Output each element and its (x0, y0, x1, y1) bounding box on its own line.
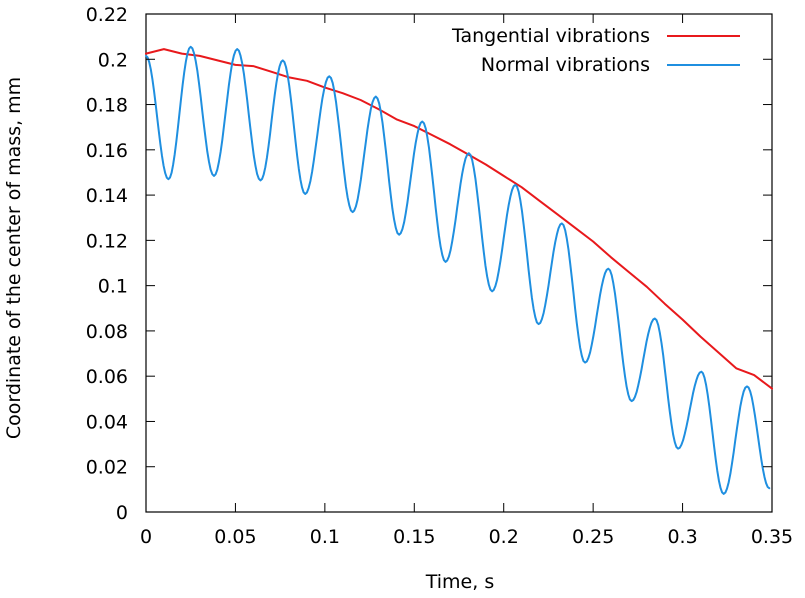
y-tick-label: 0 (116, 502, 128, 524)
x-tick-label: 0.25 (572, 526, 614, 548)
x-tick-label: 0.3 (667, 526, 697, 548)
y-tick-label: 0.12 (86, 230, 128, 252)
legend-label: Normal vibrations (481, 54, 650, 76)
y-axis-label: Coordinate of the center of mass, mm (3, 77, 25, 439)
y-tick-label: 0.16 (86, 140, 128, 162)
y-tick-label: 0.04 (86, 411, 128, 433)
plot-frame (145, 13, 773, 513)
x-tick-label: 0.05 (214, 526, 256, 548)
plot-area (145, 13, 773, 513)
x-tick-label: 0.35 (751, 526, 793, 548)
x-tick-label: 0.1 (310, 526, 340, 548)
y-tick-label: 0.1 (98, 276, 128, 298)
legend-label: Tangential vibrations (451, 25, 650, 47)
legend: Tangential vibrations Normal vibrations (451, 25, 740, 76)
y-tick-label: 0.18 (86, 95, 128, 117)
y-tick-label: 0.2 (98, 49, 128, 71)
series-line-tangential (145, 48, 773, 390)
y-tick-label: 0.14 (86, 185, 128, 207)
ticks-layer: 0 0.05 0.1 0.15 0.2 0.25 0.3 0.35 0 0.02 0.04 0.06 0… (86, 4, 793, 548)
y-tick-label: 0.02 (86, 457, 128, 479)
y-tick-label: 0.06 (86, 366, 128, 388)
series-layer (145, 45, 773, 495)
y-tick-label: 0.22 (86, 4, 128, 26)
series-line-normal (145, 45, 771, 495)
x-tick-label: 0 (140, 526, 152, 548)
x-tick-label: 0.15 (393, 526, 435, 548)
y-tick-label: 0.08 (86, 321, 128, 343)
x-tick-label: 0.2 (489, 526, 519, 548)
x-axis-label: Time, s (425, 571, 494, 593)
